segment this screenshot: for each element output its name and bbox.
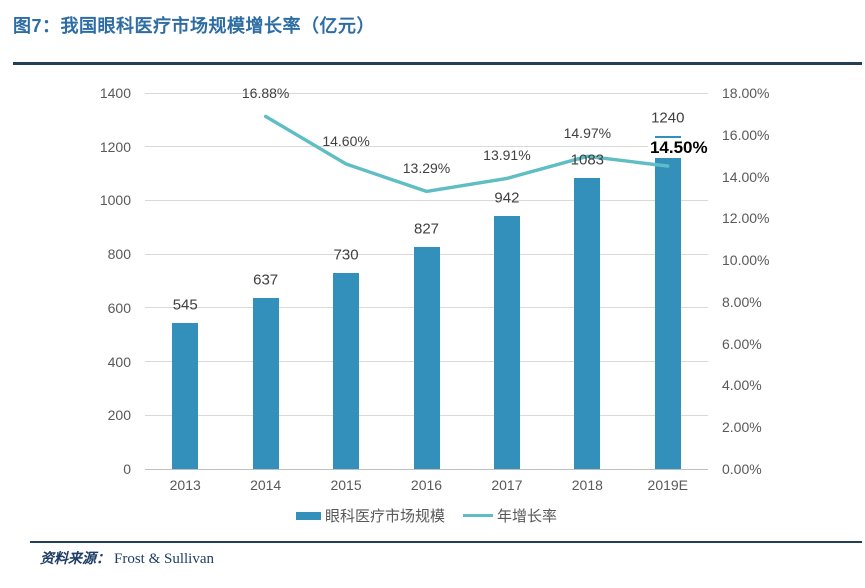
legend-item-growth-rate: 年增长率 [463, 505, 557, 526]
growth-label-emphasized: 14.50% [647, 138, 710, 159]
left-axis-tick: 1000 [99, 192, 131, 209]
bar-2016 [413, 246, 440, 469]
source-line: 资料来源： Frost & Sullivan [40, 548, 214, 568]
gridline [145, 92, 708, 94]
x-axis-line [145, 468, 708, 470]
growth-label: 14.60% [322, 133, 370, 150]
right-axis-tick: 12.00% [722, 210, 770, 227]
growth-label: 13.29% [402, 160, 451, 177]
x-axis-tick: 2016 [410, 477, 443, 493]
bar-value-label: 827 [413, 220, 440, 238]
bar-2017 [493, 216, 520, 469]
bar-2013 [172, 322, 199, 469]
bar-value-label: 730 [333, 246, 359, 264]
right-axis-tick: 8.00% [722, 293, 762, 310]
bar-2019E [654, 135, 681, 469]
left-axis-tick: 400 [107, 353, 131, 370]
right-axis-tick: 16.00% [722, 126, 770, 143]
bottom-divider [30, 541, 862, 543]
bar-value-label: 545 [172, 296, 198, 314]
left-axis-tick: 1200 [99, 138, 131, 155]
source-value: Frost & Sullivan [114, 551, 215, 567]
bar-2018 [574, 178, 601, 469]
left-axis-tick: 800 [107, 246, 131, 263]
bar-value-label: 637 [253, 271, 279, 289]
right-axis-tick: 0.00% [722, 461, 762, 477]
left-axis-tick: 1400 [99, 85, 131, 101]
right-axis-tick: 18.00% [722, 85, 770, 101]
legend-item-market-size: 眼科医疗市场规模 [295, 505, 445, 526]
growth-label: 16.88% [241, 85, 290, 102]
gridline [145, 199, 708, 201]
top-divider [13, 62, 862, 65]
source-label: 资料来源： [40, 552, 110, 567]
bar-value-label: 1240 [651, 109, 685, 127]
x-axis-tick: 2013 [169, 477, 201, 493]
gridline [145, 146, 708, 148]
left-axis-tick: 0 [123, 461, 131, 477]
x-axis-tick: 2015 [330, 477, 362, 493]
x-axis-tick: 2017 [491, 477, 523, 493]
bar-value-label: 1083 [570, 151, 605, 169]
bar-2014 [252, 297, 279, 469]
line-series-swatch-icon [463, 514, 493, 517]
growth-label: 14.97% [563, 125, 612, 142]
right-axis-tick: 14.00% [722, 168, 770, 185]
bar-series-swatch-icon [295, 511, 321, 520]
legend-line-label: 年增长率 [497, 508, 558, 525]
x-axis-tick: 2018 [571, 477, 603, 493]
bar-value-label: 942 [494, 189, 520, 207]
x-axis-tick: 2014 [250, 477, 282, 493]
right-axis-tick: 6.00% [722, 335, 762, 352]
growth-label: 13.91% [483, 147, 531, 164]
right-axis-tick: 2.00% [722, 419, 762, 436]
left-axis-tick: 600 [107, 299, 131, 316]
figure-title: 图7：我国眼科医疗市场规模增长率（亿元） [13, 16, 376, 36]
chart-legend: 眼科医疗市场规模 年增长率 [145, 505, 708, 526]
right-axis-tick: 10.00% [722, 252, 770, 269]
right-axis-tick: 4.00% [722, 377, 762, 394]
legend-bar-label: 眼科医疗市场规模 [324, 508, 445, 525]
left-axis-tick: 200 [107, 407, 131, 424]
bar-2015 [333, 272, 360, 469]
x-axis-tick: 2019E [647, 477, 689, 493]
